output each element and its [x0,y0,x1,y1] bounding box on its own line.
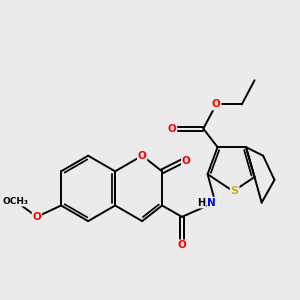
Text: H: H [197,198,206,208]
Text: O: O [168,124,176,134]
Text: OCH₃: OCH₃ [3,197,28,206]
Text: O: O [178,240,186,250]
Text: O: O [212,100,220,110]
Text: S: S [231,186,239,196]
Text: O: O [182,156,190,167]
Text: O: O [138,151,146,161]
Text: N: N [208,198,216,208]
Text: O: O [32,212,41,222]
